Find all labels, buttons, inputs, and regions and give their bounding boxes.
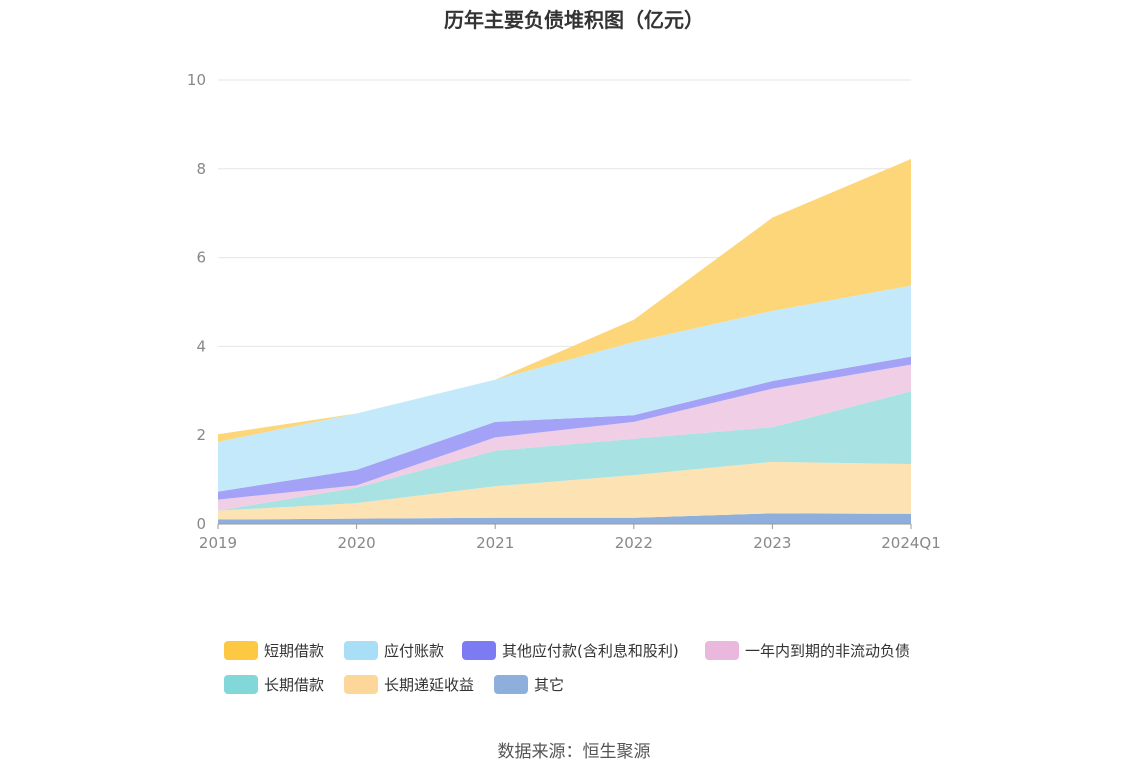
y-tick-label: 10 <box>187 71 206 89</box>
legend-item-current-noncurrent-liabilities[interactable]: 一年内到期的非流动负债 <box>705 640 910 661</box>
area-series <box>218 461 911 520</box>
area-series <box>218 356 911 500</box>
y-tick-label: 2 <box>196 426 206 444</box>
legend-item-long-term-loan[interactable]: 长期借款 <box>224 674 324 695</box>
legend-label: 长期借款 <box>264 676 325 694</box>
legend-item-deferred-income[interactable]: 长期递延收益 <box>344 674 474 695</box>
x-tick-label: 2019 <box>199 534 237 552</box>
area-series <box>218 513 911 524</box>
legend-item-accounts-payable[interactable]: 应付账款 <box>344 640 444 661</box>
legend-label: 长期递延收益 <box>384 676 475 694</box>
legend-label: 短期借款 <box>264 642 325 660</box>
legend-label: 应付账款 <box>384 642 445 660</box>
stacked-area-chart: 0 2 4 6 8 10 2019 2020 2021 2022 2023 2024Q1 <box>187 71 941 552</box>
legend-swatch <box>344 675 378 694</box>
legend-swatch <box>344 641 378 660</box>
legend-label: 其它 <box>534 676 565 694</box>
x-tick-label: 2024Q1 <box>881 534 941 552</box>
x-tick-label: 2022 <box>615 534 653 552</box>
area-series <box>218 391 911 511</box>
area-series <box>218 364 911 511</box>
x-tick-label: 2021 <box>476 534 514 552</box>
legend-swatch <box>224 641 258 660</box>
x-tick-label: 2023 <box>753 534 791 552</box>
y-tick-label: 8 <box>196 160 206 178</box>
legend-item-short-term-loan[interactable]: 短期借款 <box>224 640 324 661</box>
legend-label: 其他应付款(含利息和股利) <box>502 642 679 660</box>
legend-label: 一年内到期的非流动负债 <box>745 642 911 660</box>
area-series <box>218 285 911 492</box>
chart-title: 历年主要负债堆积图（亿元） <box>444 8 704 32</box>
legend-swatch <box>705 641 739 660</box>
legend-item-other[interactable]: 其它 <box>494 674 564 695</box>
area-series <box>218 159 911 442</box>
data-source: 数据来源：恒生聚源 <box>497 742 651 762</box>
legend-swatch <box>224 675 258 694</box>
y-tick-label: 6 <box>196 249 206 267</box>
legend-swatch <box>462 641 496 660</box>
legend-swatch <box>494 675 528 694</box>
y-tick-label: 0 <box>196 515 206 533</box>
x-tick-label: 2020 <box>338 534 376 552</box>
legend-item-other-payables[interactable]: 其他应付款(含利息和股利) <box>462 640 679 661</box>
y-tick-label: 4 <box>196 337 206 355</box>
